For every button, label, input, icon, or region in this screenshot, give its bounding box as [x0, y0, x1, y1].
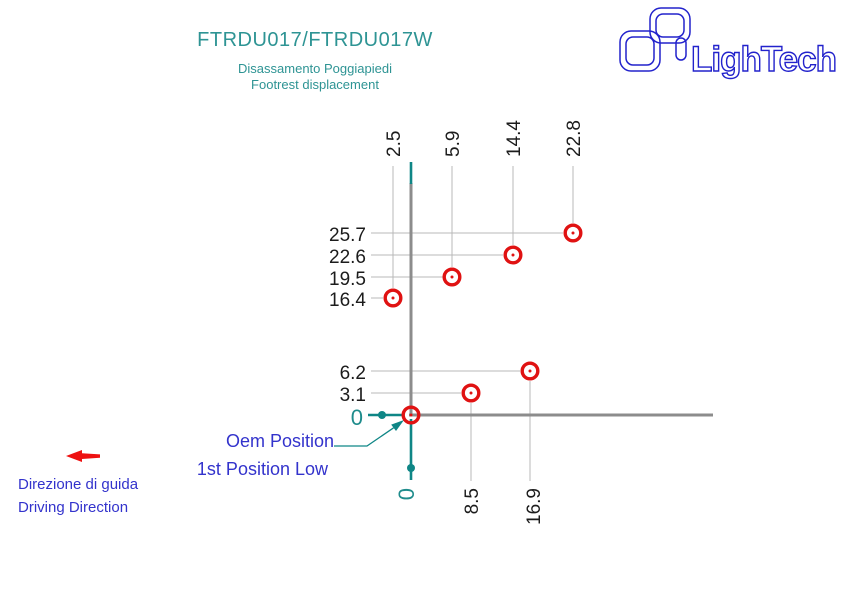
zero-reference-markers	[368, 411, 415, 480]
driving-direction-annotation: Direzione di guida Driving Direction	[18, 450, 139, 516]
y-label: 6.2	[340, 363, 366, 384]
driving-direction-arrow-icon	[66, 450, 100, 462]
lightech-logo-text: LighTech	[691, 40, 836, 79]
oem-position-line2: 1st Position Low	[197, 459, 329, 479]
subtitle-italian: Disassamento Poggiapiedi	[238, 61, 392, 76]
driving-direction-line2: Driving Direction	[18, 499, 128, 516]
driving-direction-line1: Direzione di guida	[18, 476, 139, 493]
leader-arrowhead-icon	[391, 420, 404, 431]
data-point	[520, 361, 540, 381]
data-point-origin	[401, 405, 421, 425]
data-point	[442, 267, 462, 287]
data-points	[383, 223, 583, 425]
data-point	[383, 288, 403, 308]
oem-position-annotation: Oem Position 1st Position Low	[197, 431, 334, 479]
guide-lines	[371, 166, 574, 481]
oem-leader-arrow	[334, 420, 404, 447]
x-axis-labels-bottom: 0 8.5 16.9	[394, 488, 545, 525]
x-label-top: 5.9	[443, 131, 464, 157]
y-label: 22.6	[329, 247, 366, 268]
y-zero-label: 0	[351, 405, 363, 430]
y-label: 19.5	[329, 269, 366, 290]
oem-position-line1: Oem Position	[226, 431, 334, 451]
data-point	[563, 223, 583, 243]
y-label: 25.7	[329, 225, 366, 246]
y-label: 3.1	[340, 385, 366, 406]
axes	[409, 162, 713, 417]
x-label-top: 22.8	[564, 120, 585, 157]
data-point	[461, 383, 481, 403]
x-label-top: 14.4	[504, 120, 525, 157]
x-zero-label: 0	[394, 488, 419, 500]
x-label-top: 2.5	[384, 131, 405, 157]
y-axis-labels: 25.7 22.6 19.5 16.4 6.2 3.1 0	[329, 225, 366, 430]
lightech-monogram-icon	[619, 7, 691, 72]
lightech-logo: LighTech	[619, 7, 838, 80]
data-point	[503, 245, 523, 265]
subtitle-english: Footrest displacement	[251, 77, 379, 92]
page-title: FTRDU017/FTRDU017W	[197, 29, 433, 51]
y-label: 16.4	[329, 290, 366, 311]
x-axis-labels-top: 2.5 5.9 14.4 22.8	[384, 120, 585, 157]
x-label-bottom: 16.9	[524, 488, 545, 525]
x-label-bottom: 8.5	[462, 488, 483, 514]
